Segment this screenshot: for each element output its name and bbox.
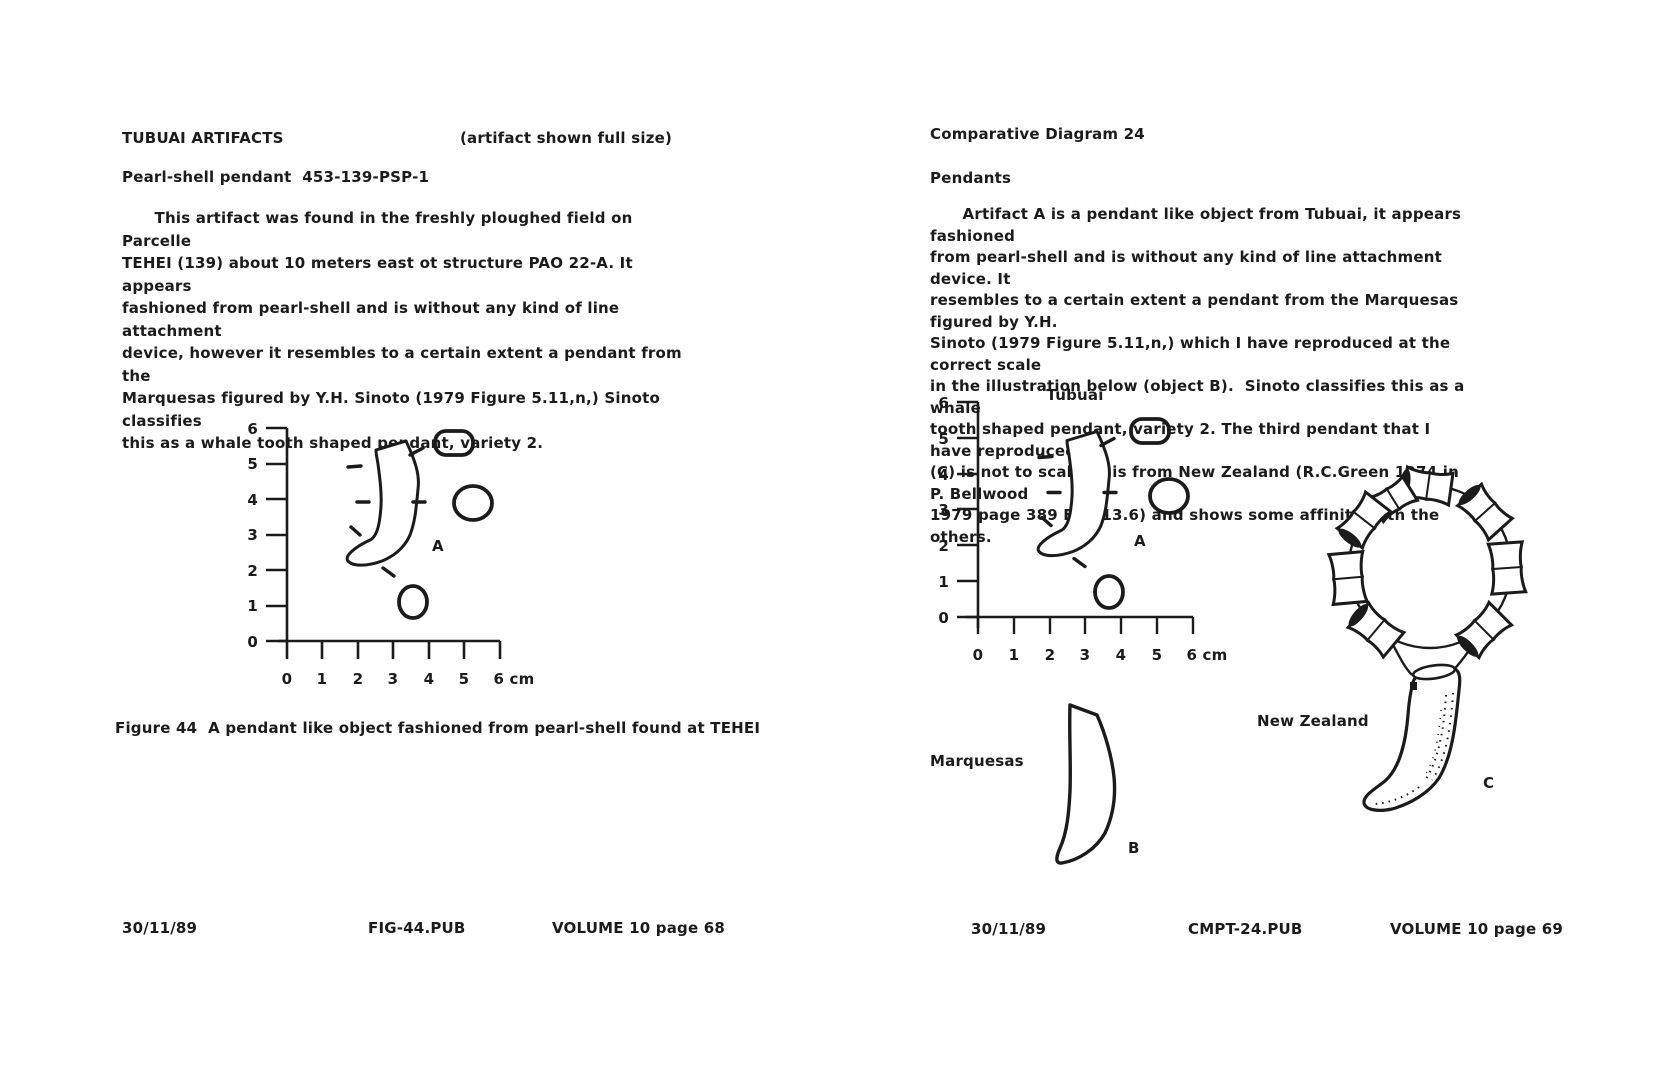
pendant-a-outline <box>345 439 420 567</box>
new-zealand-label: New Zealand <box>1257 712 1369 730</box>
y-tick-label: 1 <box>247 597 258 615</box>
pendant-a-outline <box>1036 430 1111 558</box>
stipple-shading <box>1372 692 1454 805</box>
x-axis <box>279 639 502 659</box>
left-paragraph: This artifact was found in the freshly p… <box>122 209 682 452</box>
x-axis <box>966 615 1195 634</box>
shell-fragment <box>452 484 494 522</box>
reel-bead <box>1455 481 1515 543</box>
tubuai-figure-title: Tubuai <box>1046 386 1103 404</box>
y-tick-label: 2 <box>247 562 258 580</box>
y-tick-label: 0 <box>247 633 258 651</box>
shell-fragment <box>1148 477 1190 515</box>
left-page-title: TUBUAI ARTIFACTS <box>122 129 284 147</box>
section-plane-dashes <box>1037 436 1118 569</box>
x-tick-label: 0 <box>973 646 984 664</box>
x-tick-label: 0 <box>282 670 293 688</box>
comparative-diagram-tubuai: Tubuai 6 5 4 3 2 1 0 <box>938 386 1228 664</box>
y-tick-label: 5 <box>247 455 258 473</box>
right-page-title: Comparative Diagram 24 <box>930 125 1145 143</box>
figure-44-diagram: 6 5 4 3 2 1 0 0 1 2 <box>247 420 535 688</box>
shell-fragment <box>1093 574 1125 610</box>
pendant-a-label: A <box>432 537 444 555</box>
section-plane-dashes <box>346 446 427 578</box>
y-tick-label: 1 <box>938 573 949 591</box>
y-tick-label: 2 <box>938 537 949 555</box>
marquesas-label: Marquesas <box>930 752 1024 770</box>
shell-fragment <box>433 429 475 457</box>
tooth-opening <box>1411 663 1457 681</box>
x-tick-label: 5 <box>459 670 470 688</box>
y-tick-label: 6 <box>938 394 949 412</box>
right-footer-filename: CMPT-24.PUB <box>1188 920 1303 938</box>
pendant-b-label: B <box>1128 839 1140 857</box>
y-axis <box>957 400 980 628</box>
reel-bead <box>1326 549 1370 607</box>
shell-fragment <box>397 584 429 620</box>
marquesas-pendant-figure: B <box>1055 703 1140 865</box>
x-tick-label: 4 <box>1116 646 1127 664</box>
x-axis-labels: 0 1 2 3 4 5 6 cm <box>973 646 1228 664</box>
shell-fragments <box>1093 417 1190 610</box>
y-tick-label: 3 <box>247 526 258 544</box>
right-paragraph: Artifact A is a pendant like object from… <box>930 205 1465 546</box>
x-tick-label: 5 <box>1152 646 1163 664</box>
y-tick-label: 5 <box>938 430 949 448</box>
x-tick-label: 4 <box>424 670 435 688</box>
pendant-a-label: A <box>1134 532 1146 550</box>
left-footer-date: 30/11/89 <box>122 919 198 937</box>
new-zealand-necklace-figure: New Zealand C <box>1257 464 1528 812</box>
attachment-bead <box>1410 682 1417 690</box>
y-tick-label: 4 <box>938 466 949 484</box>
reel-bead <box>1345 600 1407 660</box>
left-footer-filename: FIG-44.PUB <box>368 919 466 937</box>
artifact-id: Pearl-shell pendant 453-139-PSP-1 <box>122 168 430 186</box>
size-note: (artifact shown full size) <box>460 129 673 147</box>
y-axis <box>266 426 289 643</box>
reel-bead <box>1334 489 1394 551</box>
y-tick-label: 4 <box>247 491 258 509</box>
reel-bead <box>1486 540 1528 596</box>
figure-caption: Figure 44 A pendant like object fashione… <box>115 719 761 737</box>
left-footer-volume: VOLUME 10 page 68 <box>552 919 726 937</box>
x-axis-labels: 0 1 2 3 4 5 6 cm <box>282 670 535 688</box>
x-tick-label: 1 <box>317 670 328 688</box>
x-tick-label: 3 <box>1080 646 1091 664</box>
right-footer-volume: VOLUME 10 page 69 <box>1390 920 1564 938</box>
right-page-subtitle: Pendants <box>930 169 1012 187</box>
x-tick-label: 2 <box>1045 646 1056 664</box>
y-tick-label: 6 <box>247 420 258 438</box>
x-tick-label: 1 <box>1009 646 1020 664</box>
y-axis-labels: 6 5 4 3 2 1 0 <box>938 394 949 627</box>
x-tick-label: 3 <box>388 670 399 688</box>
shell-fragment <box>1129 417 1171 445</box>
pendant-b-outline <box>1055 703 1117 865</box>
x-tick-label: 6 cm <box>494 670 535 688</box>
x-tick-label: 2 <box>353 670 364 688</box>
pendant-a-group <box>1036 430 1118 569</box>
x-tick-label: 6 cm <box>1187 646 1228 664</box>
shell-fragments <box>397 429 494 620</box>
right-footer-date: 30/11/89 <box>971 920 1047 938</box>
y-axis-labels: 6 5 4 3 2 1 0 <box>247 420 258 651</box>
y-tick-label: 0 <box>938 609 949 627</box>
pendant-c-label: C <box>1483 774 1494 792</box>
y-tick-label: 3 <box>938 501 949 519</box>
reel-bead <box>1453 599 1515 661</box>
